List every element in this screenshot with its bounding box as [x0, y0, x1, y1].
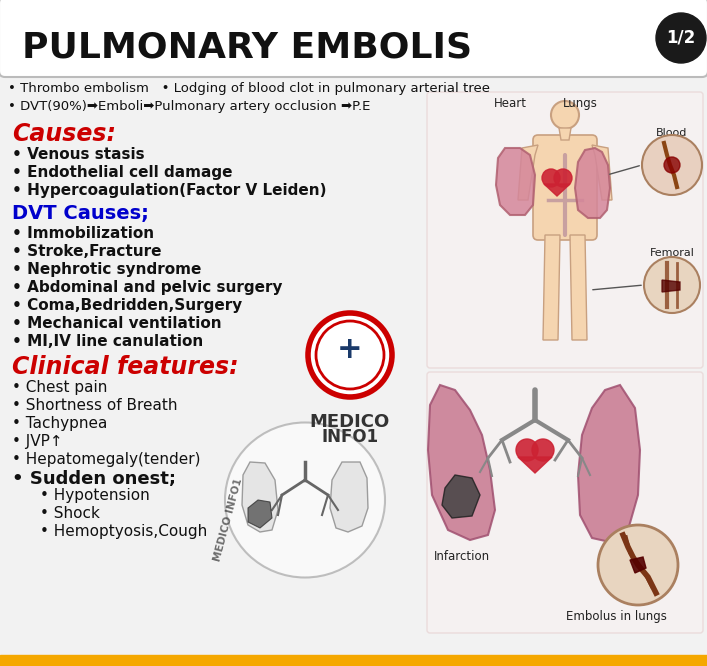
- Text: clot: clot: [662, 138, 682, 148]
- Text: 1/2: 1/2: [667, 29, 696, 47]
- Polygon shape: [518, 145, 538, 200]
- Polygon shape: [428, 385, 495, 540]
- Text: • Hypercoagulation(Factor V Leiden): • Hypercoagulation(Factor V Leiden): [12, 183, 327, 198]
- Text: • DVT(90%)➡Emboli➡Pulmonary artery occlusion ➡P.E: • DVT(90%)➡Emboli➡Pulmonary artery occlu…: [8, 100, 370, 113]
- Polygon shape: [575, 148, 610, 218]
- FancyBboxPatch shape: [427, 92, 703, 368]
- Circle shape: [551, 101, 579, 129]
- Text: PULMONARY EMBOLIS: PULMONARY EMBOLIS: [22, 30, 472, 64]
- Text: • Nephrotic syndrome: • Nephrotic syndrome: [12, 262, 201, 277]
- Circle shape: [316, 321, 384, 389]
- Polygon shape: [248, 500, 272, 528]
- Polygon shape: [544, 184, 570, 196]
- Polygon shape: [578, 385, 640, 542]
- Bar: [0, 655, 707, 666]
- Circle shape: [532, 439, 554, 461]
- Text: MEDICO: MEDICO: [310, 413, 390, 431]
- Text: • Coma,Bedridden,Surgery: • Coma,Bedridden,Surgery: [12, 298, 243, 313]
- Text: • Shortness of Breath: • Shortness of Breath: [12, 398, 177, 413]
- Polygon shape: [559, 128, 571, 140]
- Text: • Thrombo embolism   • Lodging of blood clot in pulmonary arterial tree: • Thrombo embolism • Lodging of blood cl…: [8, 82, 490, 95]
- Text: Embolus in lungs: Embolus in lungs: [566, 610, 667, 623]
- Text: • Hemoptyosis,Cough: • Hemoptyosis,Cough: [40, 524, 207, 539]
- Circle shape: [656, 13, 706, 63]
- Text: • Abdominal and pelvic surgery: • Abdominal and pelvic surgery: [12, 280, 283, 295]
- Text: Infarction: Infarction: [434, 550, 490, 563]
- Polygon shape: [330, 462, 368, 532]
- Text: Causes:: Causes:: [12, 122, 116, 146]
- Polygon shape: [496, 148, 535, 215]
- Polygon shape: [570, 235, 587, 340]
- FancyBboxPatch shape: [427, 372, 703, 633]
- Text: • Hepatomegaly(tender): • Hepatomegaly(tender): [12, 452, 201, 467]
- Text: • Chest pain: • Chest pain: [12, 380, 107, 395]
- Text: • Endothelial cell damage: • Endothelial cell damage: [12, 165, 233, 180]
- Ellipse shape: [225, 422, 385, 577]
- Circle shape: [554, 169, 572, 187]
- Circle shape: [642, 135, 702, 195]
- Polygon shape: [543, 235, 560, 340]
- Text: INFO1: INFO1: [322, 428, 378, 446]
- Text: • Immobilization: • Immobilization: [12, 226, 154, 241]
- Circle shape: [308, 313, 392, 397]
- Text: • JVP↑: • JVP↑: [12, 434, 63, 449]
- Text: • Mechanical ventilation: • Mechanical ventilation: [12, 316, 221, 331]
- Text: Heart: Heart: [493, 97, 527, 110]
- Circle shape: [516, 439, 538, 461]
- Circle shape: [664, 157, 680, 173]
- Polygon shape: [442, 475, 480, 518]
- Polygon shape: [630, 557, 646, 573]
- Polygon shape: [242, 462, 278, 532]
- Text: • Shock: • Shock: [40, 506, 100, 521]
- Circle shape: [644, 257, 700, 313]
- Text: • Sudden onest;: • Sudden onest;: [12, 470, 176, 488]
- Text: • Hypotension: • Hypotension: [40, 488, 150, 503]
- Text: Blood: Blood: [656, 128, 688, 138]
- Text: +: +: [337, 336, 363, 364]
- Text: MEDICO INFO1: MEDICO INFO1: [212, 478, 244, 563]
- Text: • MI,IV line canulation: • MI,IV line canulation: [12, 334, 203, 349]
- Text: vein: vein: [660, 258, 684, 268]
- Polygon shape: [662, 280, 680, 292]
- Polygon shape: [518, 457, 552, 473]
- FancyBboxPatch shape: [533, 135, 597, 240]
- Text: • Stroke,Fracture: • Stroke,Fracture: [12, 244, 161, 259]
- Circle shape: [542, 169, 560, 187]
- Text: • Tachypnea: • Tachypnea: [12, 416, 107, 431]
- Text: Lungs: Lungs: [563, 97, 597, 110]
- Polygon shape: [592, 145, 612, 200]
- Text: • Venous stasis: • Venous stasis: [12, 147, 145, 162]
- Circle shape: [598, 525, 678, 605]
- Text: Clinical features:: Clinical features:: [12, 355, 239, 379]
- FancyBboxPatch shape: [0, 0, 707, 77]
- Text: Femoral: Femoral: [650, 248, 694, 258]
- Text: DVT Causes;: DVT Causes;: [12, 204, 149, 223]
